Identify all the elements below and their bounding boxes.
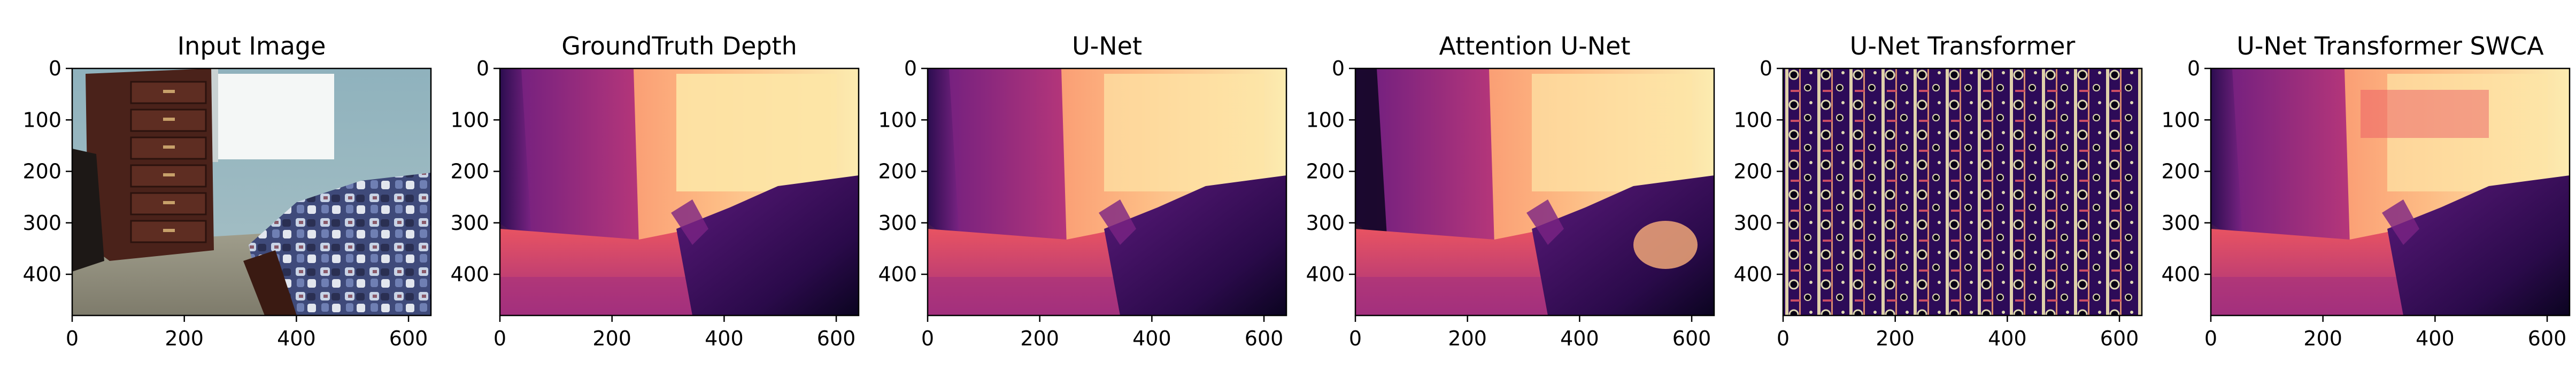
x-tick-label: 400 [705,327,744,350]
x-tick-label: 0 [493,327,506,350]
x-tick-label: 200 [165,327,204,350]
y-tick-label: 0 [2187,57,2200,80]
y-tick-label: 100 [878,108,917,132]
x-tick-label: 200 [592,327,631,350]
x-tick-label: 0 [2204,327,2217,350]
panel-image [2211,68,2570,315]
x-tick-label: 200 [1448,327,1487,350]
axes-frame [1782,67,2143,317]
x-tick-label: 600 [1245,327,1284,350]
y-tick-label: 400 [2161,263,2200,286]
y-tick-label: 300 [1733,211,1772,235]
panel-image [1783,68,2142,315]
y-tick-label: 300 [2161,211,2200,235]
y-tick-label: 100 [22,108,61,132]
panel-title: U-Net Transformer [1850,32,2076,60]
y-tick-label: 0 [1332,57,1345,80]
y-tick-label: 400 [450,263,489,286]
axes-frame [927,67,1287,317]
panel-title: U-Net [1072,32,1142,60]
panel-image [72,68,431,315]
y-tick-label: 200 [2161,160,2200,183]
x-tick-label: 0 [66,327,79,350]
axes-frame [71,67,432,317]
y-tick-label: 100 [450,108,489,132]
x-tick-label: 600 [2100,327,2139,350]
panel-image [1355,68,1714,315]
y-tick-label: 400 [1733,263,1772,286]
y-tick-label: 100 [2161,108,2200,132]
panel-noisy: U-Net Transformer 0 200 400 600 0 100 200 300 400 [1733,32,2143,350]
axes-frame [1354,67,1715,317]
y-tick-label: 300 [22,211,61,235]
panel-title: GroundTruth Depth [561,32,797,60]
x-tick-label: 200 [1020,327,1059,350]
x-tick-label: 0 [1777,327,1790,350]
panel-title: Attention U-Net [1439,32,1631,60]
x-tick-label: 600 [817,327,856,350]
panel-title: Input Image [178,32,326,60]
panel-rgb: Input Image 0 200 400 600 0 100 200 300 400 [22,32,432,350]
panel-attn: Attention U-Net 0 200 400 600 0 100 200 300 400 [1306,32,1715,350]
y-tick-label: 100 [1306,108,1345,132]
y-tick-label: 400 [878,263,917,286]
x-tick-label: 400 [1988,327,2027,350]
panel-title: U-Net Transformer SWCA [2236,32,2544,60]
panel-image [500,68,859,315]
x-tick-label: 400 [2416,327,2455,350]
y-tick-label: 300 [1306,211,1345,235]
x-tick-label: 200 [2303,327,2342,350]
y-tick-label: 400 [22,263,61,286]
panel-image [928,68,1286,315]
x-tick-label: 400 [1560,327,1599,350]
y-tick-label: 400 [1306,263,1345,286]
x-tick-label: 600 [389,327,428,350]
x-tick-label: 0 [921,327,934,350]
x-tick-label: 400 [1132,327,1171,350]
panel-unet: U-Net 0 200 400 600 0 100 200 300 400 [878,32,1287,350]
panel-gt: GroundTruth Depth 0 200 400 600 0 100 200 300 400 [450,32,860,350]
axes-frame [2210,67,2571,317]
y-tick-label: 200 [1733,160,1772,183]
x-tick-label: 200 [1876,327,1915,350]
y-tick-label: 0 [904,57,917,80]
y-tick-label: 200 [878,160,917,183]
y-tick-label: 200 [450,160,489,183]
x-tick-label: 0 [1349,327,1362,350]
y-tick-label: 0 [476,57,489,80]
panel-swca: U-Net Transformer SWCA 0 200 400 600 0 100 200 3… [2161,32,2571,350]
y-tick-label: 0 [1760,57,1772,80]
x-tick-label: 400 [277,327,316,350]
axes-frame [499,67,860,317]
y-tick-label: 100 [1733,108,1772,132]
x-tick-label: 600 [1672,327,1711,350]
y-tick-label: 0 [49,57,61,80]
x-tick-label: 600 [2528,327,2567,350]
y-tick-label: 200 [1306,160,1345,183]
y-tick-label: 300 [450,211,489,235]
y-tick-label: 300 [878,211,917,235]
y-tick-label: 200 [22,160,61,183]
